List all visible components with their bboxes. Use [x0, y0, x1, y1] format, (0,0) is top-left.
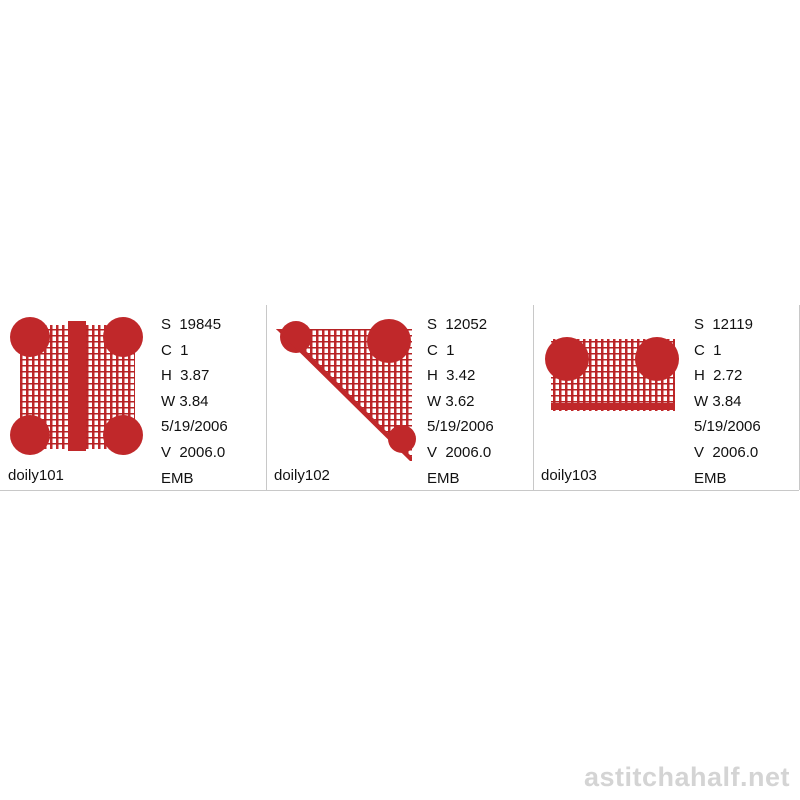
- design-thumbnail: [10, 317, 143, 455]
- watermark: astitchahalf.net: [583, 762, 790, 792]
- design-name: doily101: [8, 467, 64, 484]
- design-thumbnail: [276, 319, 416, 461]
- design-thumbnail: [545, 337, 679, 411]
- design-name: doily102: [274, 467, 330, 484]
- design-name: doily103: [541, 467, 597, 484]
